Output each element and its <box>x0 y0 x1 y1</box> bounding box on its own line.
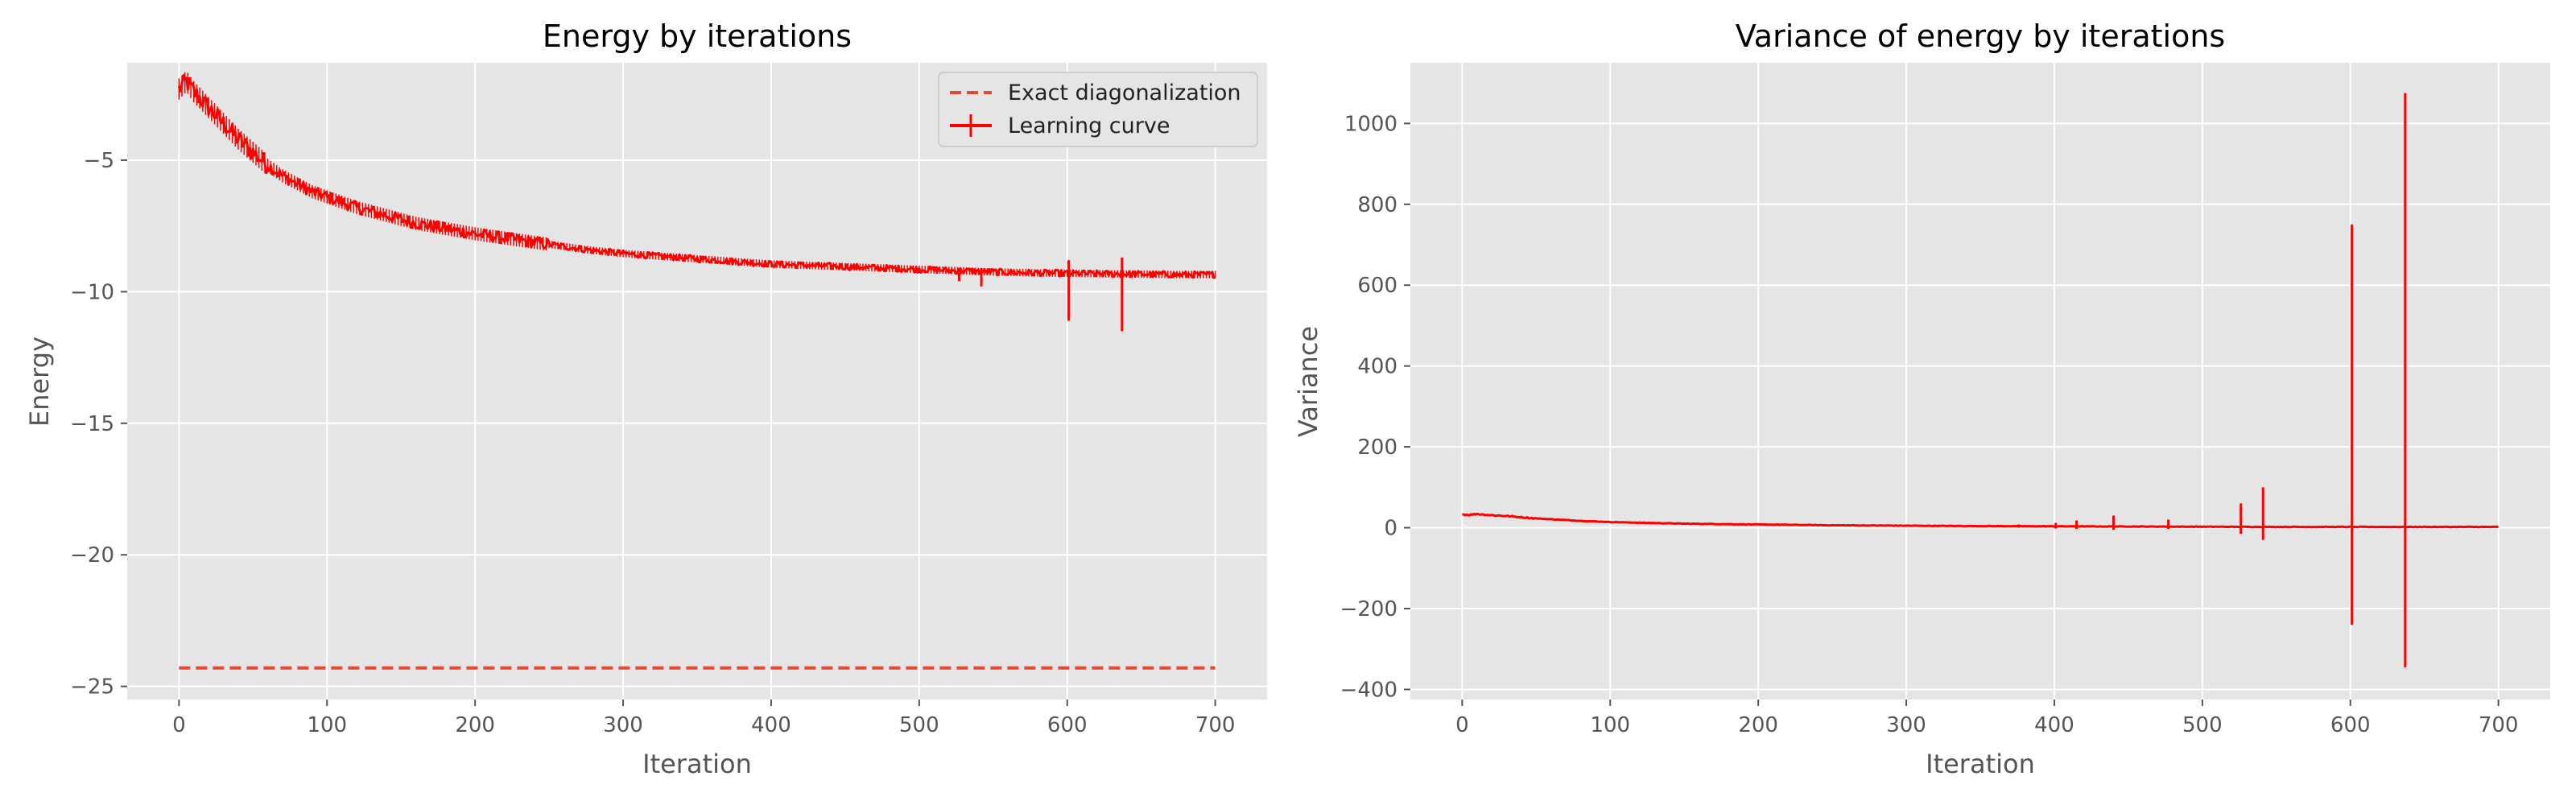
variance-x-tick-label: 200 <box>1738 713 1778 737</box>
variance-series-0-line <box>1462 512 2499 529</box>
energy-y-axis-label: Energy <box>24 336 55 427</box>
energy-grid <box>127 63 1267 700</box>
variance-chart: 0 100 200 300 400 500 600 700 −400 −200 0 200 400 600… <box>1293 19 2550 779</box>
energy-y-tick-label: −5 <box>84 149 114 173</box>
variance-x-axis-label: Iteration <box>1926 749 2035 779</box>
energy-x-tick-label: 600 <box>1047 713 1088 737</box>
energy-x-tick-label: 0 <box>172 713 186 737</box>
variance-x-tick-label: 700 <box>2479 713 2519 737</box>
legend-frame <box>938 72 1258 147</box>
variance-x-tick-label: 100 <box>1590 713 1630 737</box>
energy-chart: 0 100 200 300 400 500 600 700 −25 −20 −15 −10 −5 Ene… <box>24 19 1267 779</box>
variance-y-tick-label: 800 <box>1357 193 1397 217</box>
variance-x-tick-label: 500 <box>2182 713 2223 737</box>
energy-y-tick-label: −15 <box>70 412 114 436</box>
energy-x-tick-label: 100 <box>307 713 347 737</box>
energy-y-tick-label: −20 <box>70 543 114 568</box>
variance-y-tick-label: 400 <box>1357 355 1397 379</box>
energy-x-tick-label: 400 <box>751 713 791 737</box>
variance-y-axis-label: Variance <box>1293 326 1323 437</box>
variance-y-tick-label: 0 <box>1384 517 1397 541</box>
variance-marks <box>1462 93 2499 667</box>
energy-x-tick-label: 200 <box>455 713 495 737</box>
variance-y-tick-label: 1000 <box>1344 112 1397 136</box>
legend-label-learning-curve: Learning curve <box>1008 114 1170 138</box>
energy-y-tick-label: −10 <box>70 280 114 304</box>
legend-label-exact-diagonalization: Exact diagonalization <box>1008 80 1241 105</box>
energy-y-tick-label: −25 <box>70 675 114 700</box>
energy-legend: Exact diagonalization Learning curve <box>938 72 1258 147</box>
energy-chart-title: Energy by iterations <box>543 19 852 54</box>
energy-ticks: 0 100 200 300 400 500 600 700 −25 −20 −15 −10 −5 <box>70 149 1235 737</box>
variance-y-tick-label: −200 <box>1340 597 1397 621</box>
variance-x-tick-label: 0 <box>1455 713 1469 737</box>
energy-marks <box>177 72 1216 670</box>
variance-grid <box>1410 63 2550 700</box>
variance-x-tick-label: 600 <box>2330 713 2371 737</box>
energy-x-axis-label: Iteration <box>642 749 752 779</box>
variance-chart-title: Variance of energy by iterations <box>1736 19 2225 54</box>
variance-y-tick-label: 200 <box>1357 436 1397 460</box>
variance-x-tick-label: 300 <box>1886 713 1926 737</box>
energy-x-tick-label: 300 <box>603 713 643 737</box>
energy-x-tick-label: 700 <box>1195 713 1236 737</box>
variance-x-tick-label: 400 <box>2034 713 2074 737</box>
variance-y-tick-label: −400 <box>1340 678 1397 702</box>
energy-x-tick-label: 500 <box>899 713 939 737</box>
variance-ticks: 0 100 200 300 400 500 600 700 −400 −200 0 200 400 600… <box>1340 112 2519 737</box>
variance-plot-area <box>1410 63 2550 700</box>
variance-y-tick-label: 600 <box>1357 274 1397 298</box>
energy-plot-area <box>127 63 1267 700</box>
